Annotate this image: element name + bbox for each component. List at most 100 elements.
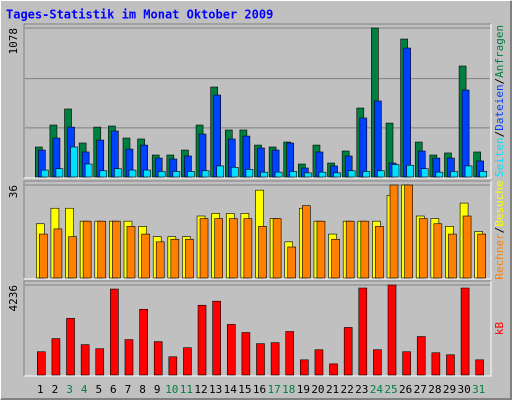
bar	[418, 218, 428, 279]
bar	[99, 170, 108, 178]
panel-border-light	[24, 181, 492, 280]
bar	[243, 218, 253, 279]
legend-separator: /	[493, 227, 506, 234]
bar	[304, 172, 312, 178]
x-tick-label: 6	[110, 383, 117, 396]
bar	[214, 218, 223, 279]
bar	[389, 184, 399, 279]
bar	[230, 167, 239, 178]
bar	[82, 220, 92, 279]
bar	[124, 339, 134, 376]
x-tick-label: 27	[414, 383, 427, 396]
bar	[387, 284, 397, 376]
bar	[450, 171, 458, 178]
x-tick-label: 12	[194, 383, 207, 396]
bar	[112, 220, 121, 279]
bar	[37, 351, 46, 376]
legend-separator: /	[493, 78, 506, 85]
x-tick-label: 10	[165, 383, 178, 396]
bar	[97, 220, 107, 279]
bar	[285, 331, 295, 376]
bar	[300, 359, 309, 376]
panel-border-light	[24, 281, 492, 377]
bar	[406, 164, 414, 178]
bar	[66, 318, 75, 376]
y-tick-label: 4236	[7, 285, 20, 312]
x-tick-label: 15	[238, 383, 251, 396]
x-tick-label: 24	[370, 383, 384, 396]
bar	[199, 218, 209, 279]
x-tick-label: 19	[297, 383, 310, 396]
x-tick-label: 21	[326, 383, 339, 396]
bar	[404, 184, 413, 279]
bar	[375, 226, 384, 279]
bar	[318, 171, 327, 178]
bar	[201, 170, 210, 178]
bar	[331, 238, 340, 279]
bar	[183, 347, 192, 376]
bar	[477, 233, 486, 279]
bar	[287, 246, 297, 279]
bar	[128, 169, 137, 178]
legend-entry: Dateien	[493, 84, 506, 130]
x-tick-label: 1	[37, 383, 44, 396]
x-tick-label: 9	[154, 383, 161, 396]
bar	[185, 238, 194, 279]
bar	[462, 215, 472, 279]
x-tick-label: 14	[224, 383, 238, 396]
x-tick-label: 31	[472, 383, 485, 396]
bar	[110, 288, 119, 376]
bar	[95, 348, 105, 376]
bar	[53, 228, 63, 279]
bar	[316, 220, 326, 279]
legend-entry: Besuche	[493, 180, 506, 226]
legend-entry: Seiten	[493, 137, 506, 177]
bar	[70, 146, 78, 178]
bar	[114, 168, 122, 178]
bar	[274, 171, 283, 178]
legend-entry: kB	[493, 322, 506, 336]
bar	[416, 336, 426, 376]
bar	[374, 100, 382, 178]
bar	[448, 233, 457, 279]
bar	[170, 238, 180, 279]
panel-border-light	[24, 24, 492, 179]
bar	[153, 341, 163, 376]
bar	[479, 171, 487, 178]
legend-separator: /	[493, 131, 506, 138]
x-tick-label: 13	[209, 383, 222, 396]
x-tick-label: 2	[52, 383, 59, 396]
x-tick-label: 11	[180, 383, 193, 396]
chart-title: Tages-Statistik im Monat Oktober 2009	[6, 8, 273, 22]
legend-entry: Anfragen	[493, 25, 506, 78]
bar	[345, 220, 355, 279]
bar	[431, 352, 441, 376]
bar	[377, 170, 385, 178]
x-tick-label: 3	[66, 383, 73, 396]
y-tick-label: 36	[7, 185, 20, 198]
bar	[143, 169, 151, 178]
x-tick-label: 30	[457, 383, 470, 396]
bar	[212, 300, 221, 376]
bar	[435, 171, 444, 178]
x-tick-label: 25	[384, 383, 397, 396]
bar	[241, 332, 251, 376]
panel-border-dark	[23, 23, 491, 178]
bar	[168, 356, 178, 376]
bar	[141, 233, 150, 279]
bar	[403, 47, 411, 178]
x-tick-label: 17	[267, 383, 280, 396]
y-tick-label: 1078	[7, 28, 20, 55]
bar	[216, 165, 224, 178]
bar	[333, 172, 341, 178]
bar	[420, 168, 429, 178]
bar	[289, 171, 298, 178]
legend: Seiten/Dateien/Anfragen	[493, 25, 506, 177]
bar	[460, 287, 470, 376]
bar	[213, 94, 221, 178]
bar	[126, 226, 136, 279]
panel-border-dark	[23, 280, 491, 376]
bar	[464, 165, 473, 178]
bar	[155, 241, 165, 279]
